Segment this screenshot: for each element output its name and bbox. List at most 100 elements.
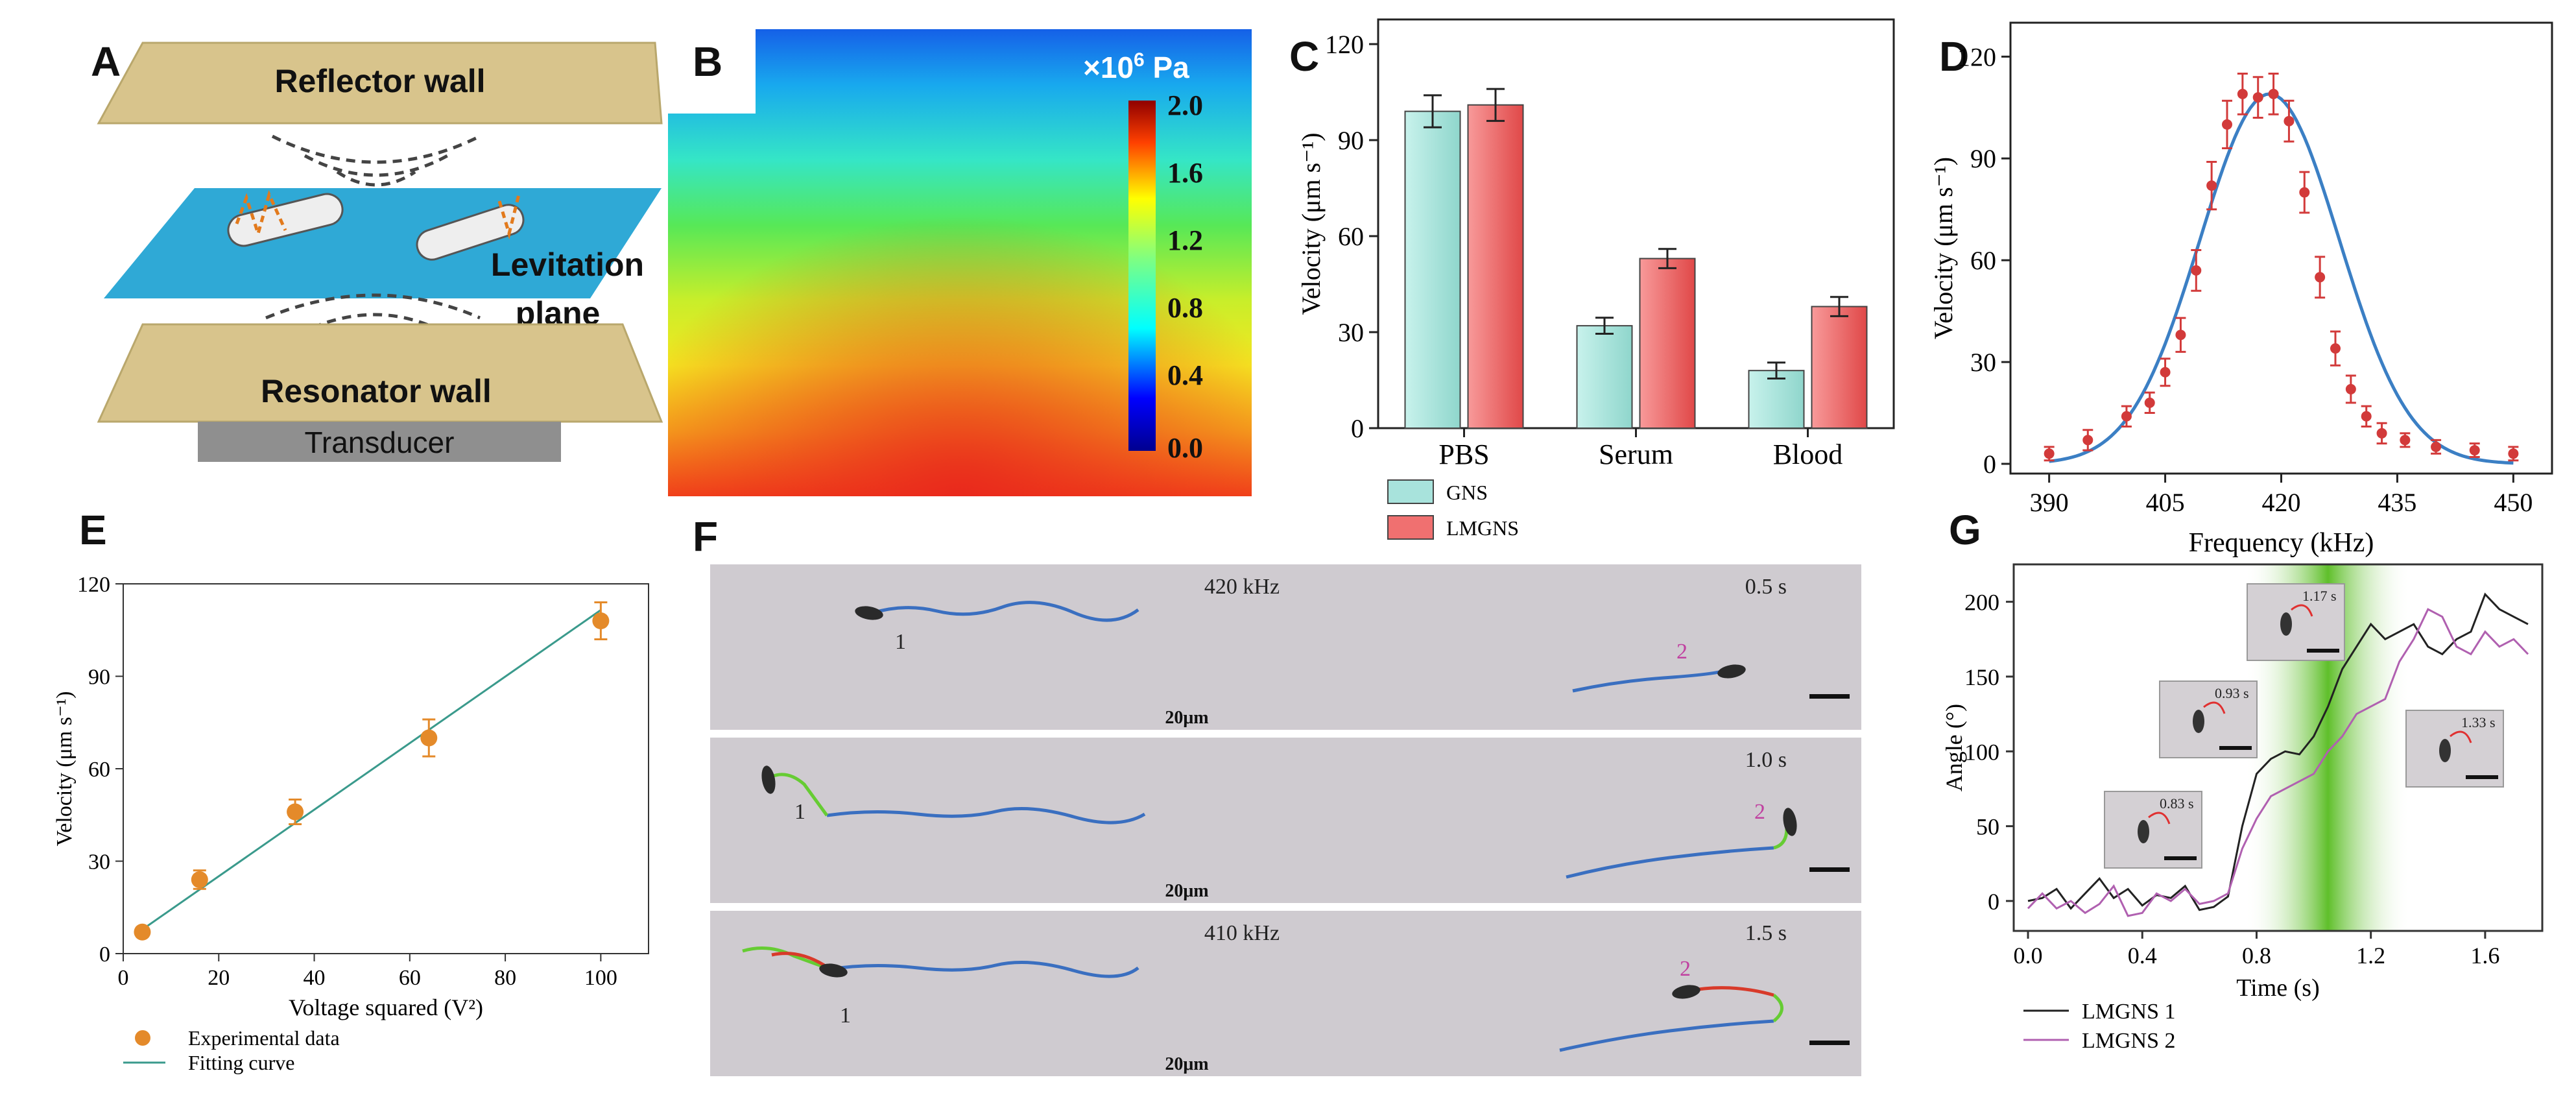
micrograph-stack: 420 kHz 0.5 s 1 2 20μm 1.0 s 1 2 20μm 410 kHz 1.5 … [710,564,1861,1076]
x-tick-label: 420 [2262,488,2301,517]
legend-swatch [1387,515,1434,540]
data-point [2121,411,2132,422]
pressure-hotspot [668,29,1252,496]
legend-swatch [1387,479,1434,504]
legend-marker [135,1030,150,1046]
scale-bar [1809,1041,1850,1045]
inset-time-label: 1.33 s [2461,714,2496,730]
reflector-label: Reflector wall [274,63,485,99]
particle-1-label: 1 [895,630,906,654]
time-label: 1.0 s [1745,748,1787,772]
bar-gns [1748,370,1805,429]
inset-particle [2193,710,2204,733]
levitation-label-line1: Levitation [491,247,644,283]
trajectory-2 [1572,669,1723,693]
resonator-label: Resonator wall [261,373,492,409]
micrograph-row: 410 kHz 1.5 s 1 2 20μm [710,911,1861,1076]
data-point [2191,265,2202,276]
panel-e-voltage-chart: 0 30 60 90 120 0 20 40 60 80 100 Voltage squared (V… [53,573,649,1074]
panel-g-angle-chart: 0 50 100 150 200 0.0 0.4 0.8 1.2 1.6 Time (s) Angle… [1941,563,2544,1053]
inset-particle [2138,820,2149,843]
panel-a-schematic: Reflector wall Levitation plane Resonato… [97,42,663,462]
y-tick-label: 0 [1983,450,1996,479]
particle-2 [1717,664,1746,679]
scale-label: 20μm [1165,708,1208,728]
data-point [191,871,208,888]
scale-bar [1809,867,1850,872]
particle-2 [1783,808,1797,836]
legend-label: Fitting curve [188,1051,294,1074]
trajectory-1-green [771,773,829,817]
inset-bg [2247,583,2345,661]
x-tick-label: 1.6 [2470,943,2499,969]
micrograph-bg [710,564,1861,730]
y-tick-label: 50 [1976,814,1999,840]
data-point [2044,448,2055,459]
colorbar [1128,101,1156,451]
particle-2-label: 2 [1676,640,1688,664]
y-tick-label: 200 [1964,590,1999,616]
data-point [2252,92,2263,103]
y-tick-label: 60 [1970,246,1996,275]
colorbar-tick: 1.6 [1167,157,1203,189]
particle-2-label: 2 [1754,800,1765,824]
bar-lmgns [1639,258,1696,429]
legend-label: Experimental data [188,1026,340,1050]
data-point [2345,383,2356,394]
particle-1-label: 1 [840,1004,851,1028]
transducer-block [198,422,561,462]
inset-scale-bar [2219,746,2252,750]
inset-frame: 1.33 s [2405,710,2504,788]
data-point [2175,330,2186,341]
data-point [2361,411,2372,422]
inset-time-label: 0.93 s [2215,685,2249,701]
x-axis-label: Frequency (kHz) [2189,528,2374,558]
series-line-1 [2027,592,2529,911]
top-waves [271,134,481,187]
transducer-label: Transducer [305,426,455,459]
trajectory-1 [826,807,1146,825]
y-tick-label: 100 [1964,739,1999,765]
x-tick-label: 100 [584,966,617,990]
x-tick-label: 0.0 [2014,943,2043,969]
micrograph-bg [710,911,1861,1076]
panel-label-g: G [1949,507,1981,553]
y-axis-label: Velocity (μm s⁻¹) [1296,132,1326,315]
panel-b-pressure-map: ×106 Pa 2.0 1.6 1.2 0.8 0.4 0.0 [668,29,1252,496]
micrograph-row: 420 kHz 0.5 s 1 2 20μm [710,564,1861,730]
x-tick-label: 0.4 [2128,943,2157,969]
plot-frame [123,583,649,954]
panel-label-d: D [1939,33,1970,80]
inset-frame: 0.83 s [2104,791,2202,869]
data-point [287,803,304,821]
bar-lmgns [1811,306,1868,429]
frequency-label: 410 kHz [1204,921,1280,945]
y-tick-label: 0 [1988,889,1999,915]
inset-scale-bar [2164,856,2197,860]
data-point [2299,187,2310,198]
inset-particle [2280,612,2292,636]
inset-time-label: 0.83 s [2160,795,2194,812]
bar-lmgns [1467,104,1524,429]
colorbar-tick: 2.0 [1167,90,1203,121]
inset-bg [2104,791,2202,869]
micrograph-bg [710,738,1861,903]
colorbar-tick: 0.8 [1167,292,1203,324]
inset-particle [2439,739,2451,762]
nanorod-1 [227,189,344,247]
nanorod-2 [416,194,525,261]
trajectory-2 [1566,846,1774,879]
time-label: 1.5 s [1745,921,1787,945]
inset-bg [2159,680,2258,758]
frequency-label: 420 kHz [1204,575,1280,599]
bar-gns [1404,110,1461,429]
inset-rotation-arrow [2203,701,2226,714]
y-axis-label: Velocity (μm s⁻¹) [1929,157,1958,339]
inset-rotation-arrow [2450,730,2472,743]
trajectory-1 [872,601,1139,622]
colorbar-ticks: 2.0 1.6 1.2 0.8 0.4 0.0 [1167,90,1203,464]
y-tick-label: 60 [1338,222,1364,251]
inset-scale-bar [2466,775,2498,779]
legend-label: LMGNS 2 [2082,1029,2176,1053]
data-point [2144,397,2155,408]
